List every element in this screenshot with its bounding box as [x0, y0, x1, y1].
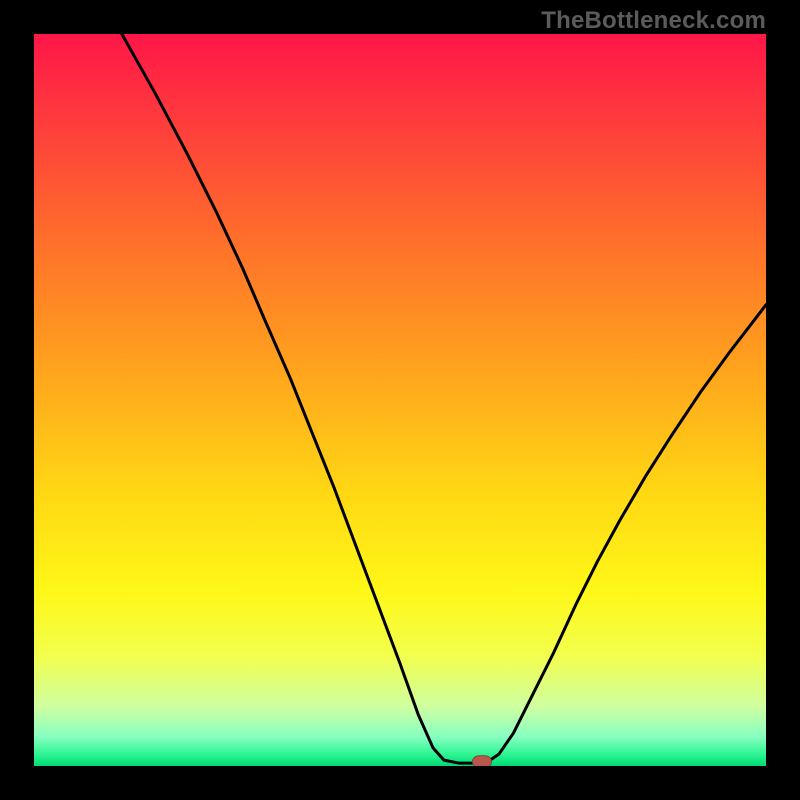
- gradient-background: [34, 34, 766, 766]
- plot-svg: [34, 34, 766, 766]
- watermark-text: TheBottleneck.com: [541, 7, 766, 35]
- plot-area: [34, 34, 766, 766]
- figure-root: TheBottleneck.com: [0, 0, 800, 800]
- optimal-point-marker: [472, 756, 491, 766]
